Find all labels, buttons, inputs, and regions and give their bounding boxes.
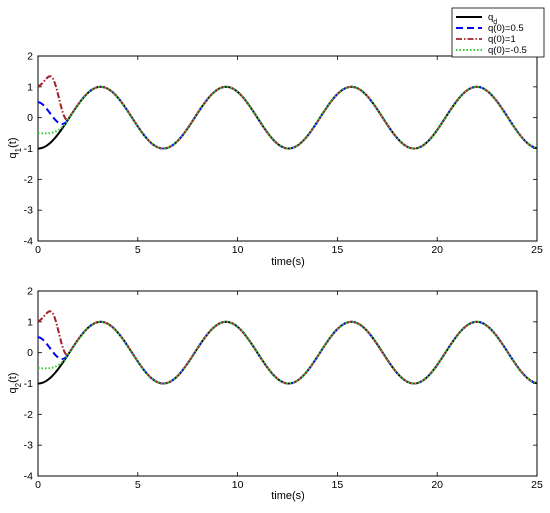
- x-axis-label-q1: time(s): [271, 256, 305, 268]
- y-tick-label: 0: [27, 112, 33, 124]
- x-tick-label: 10: [232, 479, 244, 491]
- legend-label-q0-0.5: q(0)=0.5: [488, 23, 524, 34]
- legend: qd q(0)=0.5 q(0)=1 q(0)=-0.5: [451, 7, 545, 58]
- y-tick-label: 1: [27, 316, 33, 328]
- y-tick-label: -4: [24, 236, 33, 248]
- legend-item-qd: qd: [456, 12, 497, 26]
- legend-item-q0-1: q(0)=1: [456, 34, 516, 45]
- x-tick-label: 15: [332, 479, 344, 491]
- x-tick-label: 0: [35, 479, 41, 491]
- legend-item-q0-neg0.5: q(0)=-0.5: [456, 45, 527, 56]
- y-tick-label: -2: [24, 174, 33, 186]
- series-group-q2: [37, 310, 538, 385]
- y-tick-label: -3: [24, 440, 33, 452]
- x-tick-label: 20: [431, 479, 443, 491]
- x-tick-label: 20: [431, 244, 443, 256]
- y-tick-label: -1: [24, 143, 33, 155]
- x-tick-label: 5: [135, 244, 141, 256]
- series-line-q0-neg0.5: [37, 320, 538, 385]
- x-tick-label: 5: [135, 479, 141, 491]
- x-tick-label: 25: [531, 479, 543, 491]
- series-group-q1: [37, 75, 538, 150]
- x-tick-label: 0: [35, 244, 41, 256]
- x-tick-label: 10: [232, 244, 244, 256]
- y-tick-label: 2: [27, 286, 33, 298]
- y-tick-label: -1: [24, 378, 33, 390]
- series-line-q0-neg0.5: [37, 85, 538, 150]
- x-tick-label: 25: [531, 244, 543, 256]
- x-axis-label-q2: time(s): [271, 490, 305, 502]
- y-tick-label: -2: [24, 409, 33, 421]
- legend-label-q0-neg0.5: q(0)=-0.5: [488, 45, 527, 56]
- y-axis-label-q1: q1(t): [7, 138, 23, 159]
- legend-label-qd: qd: [488, 12, 497, 26]
- y-axis-label-q2: q2(t): [7, 373, 23, 394]
- legend-item-q0-0.5: q(0)=0.5: [456, 23, 524, 34]
- y-tick-label: 2: [27, 51, 33, 63]
- x-tick-label: 15: [332, 244, 344, 256]
- y-tick-label: 1: [27, 81, 33, 93]
- legend-label-q0-1: q(0)=1: [488, 34, 516, 45]
- y-tick-label: -4: [24, 471, 33, 483]
- y-tick-label: 0: [27, 347, 33, 359]
- y-tick-label: -3: [24, 205, 33, 217]
